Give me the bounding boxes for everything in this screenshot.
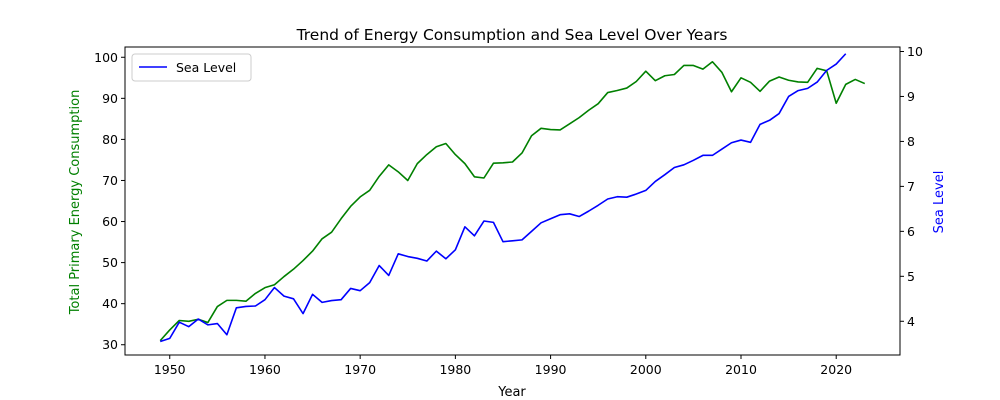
x-axis: 1950 1960 1970 1980 1990 2000 2010 2020 xyxy=(154,355,852,377)
y-left-tick-label: 40 xyxy=(102,296,118,311)
y-right-tick-label: 4 xyxy=(907,314,915,329)
x-tick-label: 1970 xyxy=(344,362,376,377)
y-left-tick-label: 30 xyxy=(102,337,118,352)
plot-frame xyxy=(124,46,901,356)
x-axis-label: Year xyxy=(497,385,526,400)
y-right-tick-label: 10 xyxy=(907,44,923,59)
legend-label-sea-level: Sea Level xyxy=(176,60,236,75)
x-tick-label: 2010 xyxy=(725,362,757,377)
y-left-tick-label: 50 xyxy=(102,255,118,270)
x-tick-label: 1950 xyxy=(154,362,186,377)
right-y-axis-label: Sea Level xyxy=(932,171,947,234)
y-left-tick-label: 70 xyxy=(102,173,118,188)
x-tick-label: 1960 xyxy=(249,362,281,377)
x-tick-label: 2000 xyxy=(630,362,662,377)
y-left-tick-label: 60 xyxy=(102,214,118,229)
y-right-tick-label: 8 xyxy=(907,134,915,149)
y-right-tick-label: 7 xyxy=(907,179,915,194)
left-y-axis-label: Total Primary Energy Consumption xyxy=(68,90,83,316)
chart-title: Trend of Energy Consumption and Sea Leve… xyxy=(296,26,728,44)
y-left-tick-label: 100 xyxy=(94,50,118,65)
y-right-tick-label: 6 xyxy=(907,224,915,239)
legend-box xyxy=(131,53,252,82)
legend: Sea Level xyxy=(131,53,252,82)
y-right-tick-label: 9 xyxy=(907,89,915,104)
x-tick-label: 2020 xyxy=(820,362,852,377)
sea-level-line xyxy=(159,53,847,343)
left-y-axis: 30 40 50 60 70 80 90 100 xyxy=(94,50,125,352)
plot-lines xyxy=(159,53,866,343)
x-tick-label: 1990 xyxy=(535,362,567,377)
y-right-tick-label: 5 xyxy=(907,269,915,284)
right-y-axis: 4 5 6 7 8 9 10 xyxy=(900,44,923,329)
energy-consumption-line xyxy=(159,60,866,342)
x-tick-label: 1980 xyxy=(439,362,471,377)
y-left-tick-label: 90 xyxy=(102,91,118,106)
y-left-tick-label: 80 xyxy=(102,132,118,147)
